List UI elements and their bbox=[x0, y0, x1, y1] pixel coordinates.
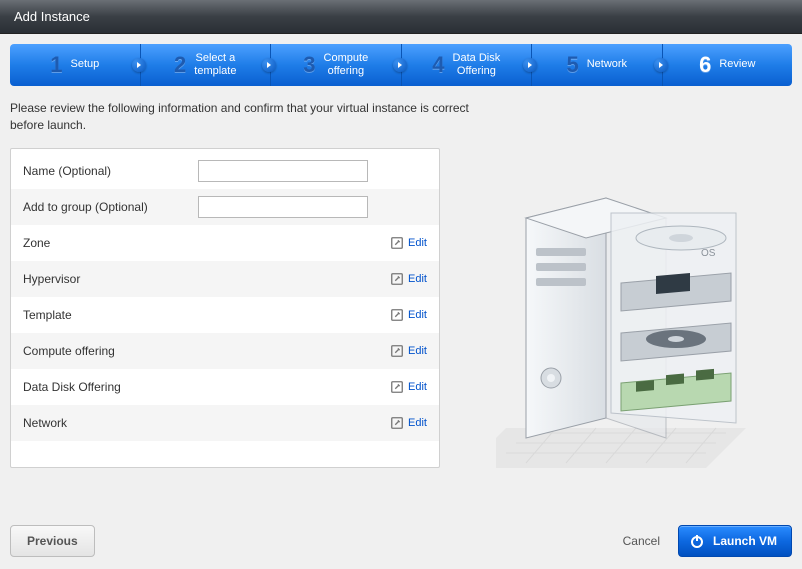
pencil-icon bbox=[390, 272, 404, 286]
row-compute: Compute offering Edit bbox=[11, 333, 439, 369]
step-number: 4 bbox=[432, 52, 444, 78]
launch-vm-button[interactable]: Launch VM bbox=[678, 525, 792, 557]
review-description: Please review the following information … bbox=[10, 100, 480, 134]
previous-button[interactable]: Previous bbox=[10, 525, 95, 557]
step-label: Compute offering bbox=[324, 52, 369, 78]
chevron-right-icon bbox=[523, 58, 537, 72]
edit-label: Edit bbox=[408, 417, 427, 429]
datadisk-label: Data Disk Offering bbox=[23, 380, 198, 394]
edit-label: Edit bbox=[408, 273, 427, 285]
pencil-icon bbox=[390, 236, 404, 250]
row-group: Add to group (Optional) bbox=[11, 189, 439, 225]
row-hypervisor: Hypervisor Edit bbox=[11, 261, 439, 297]
step-datadisk[interactable]: 4 Data Disk Offering bbox=[402, 44, 533, 86]
step-setup[interactable]: 1 Setup bbox=[10, 44, 141, 86]
step-label: Review bbox=[719, 58, 755, 71]
step-number: 6 bbox=[699, 52, 711, 78]
step-network[interactable]: 5 Network bbox=[532, 44, 663, 86]
step-label: Data Disk Offering bbox=[453, 52, 501, 78]
step-number: 3 bbox=[303, 52, 315, 78]
edit-compute-link[interactable]: Edit bbox=[390, 344, 427, 358]
step-number: 5 bbox=[566, 52, 578, 78]
svg-text:OS: OS bbox=[701, 248, 716, 259]
row-zone: Zone Edit bbox=[11, 225, 439, 261]
edit-hypervisor-link[interactable]: Edit bbox=[390, 272, 427, 286]
edit-template-link[interactable]: Edit bbox=[390, 308, 427, 322]
step-label: Network bbox=[587, 58, 627, 71]
launch-label: Launch VM bbox=[713, 534, 777, 548]
review-form: Name (Optional) Add to group (Optional) … bbox=[10, 148, 440, 468]
step-number: 2 bbox=[174, 52, 186, 78]
server-icon: OS bbox=[496, 168, 756, 468]
chevron-right-icon bbox=[654, 58, 668, 72]
edit-network-link[interactable]: Edit bbox=[390, 416, 427, 430]
name-label: Name (Optional) bbox=[23, 164, 198, 178]
cancel-link[interactable]: Cancel bbox=[623, 534, 660, 548]
wizard-steps: 1 Setup 2 Select a template 3 Compute of… bbox=[10, 44, 792, 86]
step-compute[interactable]: 3 Compute offering bbox=[271, 44, 402, 86]
compute-label: Compute offering bbox=[23, 344, 198, 358]
edit-label: Edit bbox=[408, 237, 427, 249]
group-label: Add to group (Optional) bbox=[23, 200, 198, 214]
footer: Previous Cancel Launch VM bbox=[10, 525, 792, 557]
step-label: Setup bbox=[71, 58, 100, 71]
template-label: Template bbox=[23, 308, 198, 322]
pencil-icon bbox=[390, 380, 404, 394]
chevron-right-icon bbox=[262, 58, 276, 72]
edit-label: Edit bbox=[408, 381, 427, 393]
name-input[interactable] bbox=[198, 160, 368, 182]
zone-label: Zone bbox=[23, 236, 198, 250]
pencil-icon bbox=[390, 344, 404, 358]
pencil-icon bbox=[390, 416, 404, 430]
row-datadisk: Data Disk Offering Edit bbox=[11, 369, 439, 405]
step-number: 1 bbox=[50, 52, 62, 78]
hypervisor-label: Hypervisor bbox=[23, 272, 198, 286]
edit-label: Edit bbox=[408, 309, 427, 321]
row-network: Network Edit bbox=[11, 405, 439, 441]
chevron-right-icon bbox=[393, 58, 407, 72]
step-review[interactable]: 6 Review bbox=[663, 44, 793, 86]
dialog-title: Add Instance bbox=[14, 9, 90, 24]
group-input[interactable] bbox=[198, 196, 368, 218]
row-template: Template Edit bbox=[11, 297, 439, 333]
power-icon bbox=[689, 533, 705, 549]
edit-label: Edit bbox=[408, 345, 427, 357]
dialog-header: Add Instance bbox=[0, 0, 802, 34]
step-label: Select a template bbox=[194, 52, 236, 78]
network-label: Network bbox=[23, 416, 198, 430]
edit-datadisk-link[interactable]: Edit bbox=[390, 380, 427, 394]
edit-zone-link[interactable]: Edit bbox=[390, 236, 427, 250]
server-illustration: OS bbox=[460, 148, 792, 468]
pencil-icon bbox=[390, 308, 404, 322]
step-template[interactable]: 2 Select a template bbox=[141, 44, 272, 86]
row-name: Name (Optional) bbox=[11, 153, 439, 189]
chevron-right-icon bbox=[132, 58, 146, 72]
